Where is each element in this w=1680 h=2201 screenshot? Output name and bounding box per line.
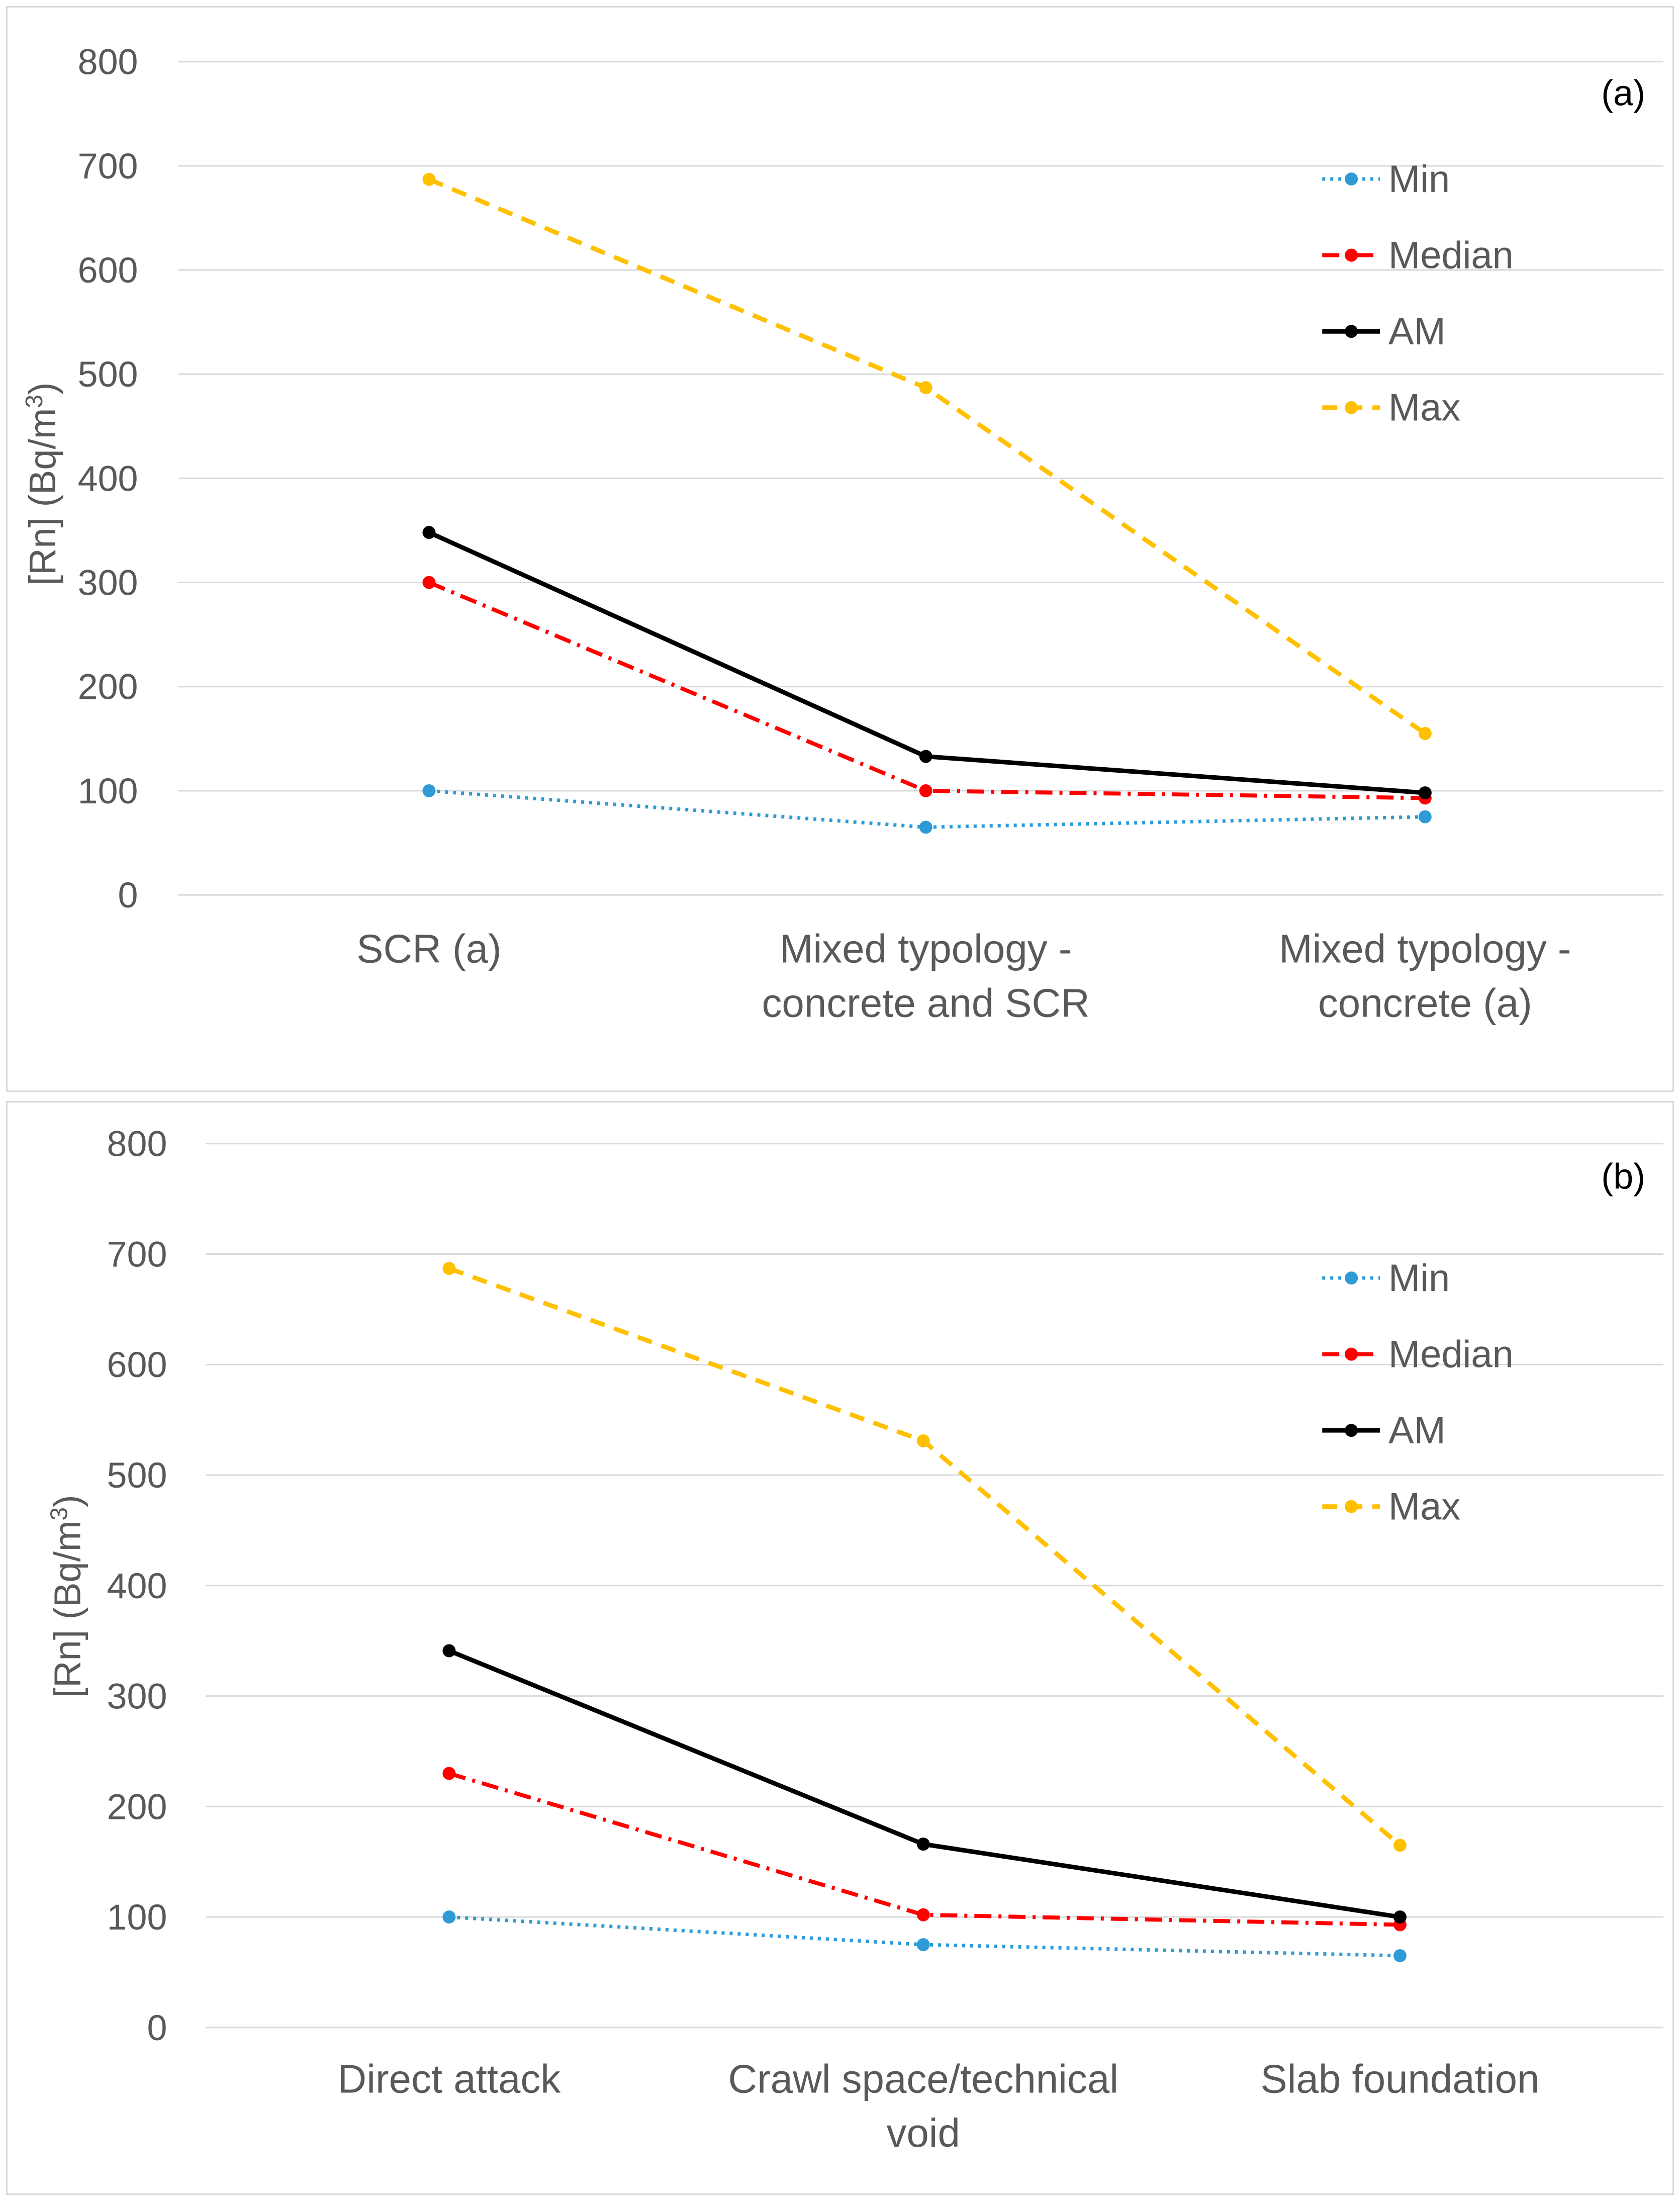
- data-point-min: [442, 1910, 456, 1924]
- legend-label-am: AM: [1388, 310, 1446, 353]
- y-tick-label: 100: [78, 771, 138, 811]
- data-point-max: [442, 1262, 456, 1275]
- y-tick-label: 700: [107, 1235, 167, 1275]
- series-line-median: [428, 580, 1425, 800]
- data-point-max: [1393, 1839, 1407, 1852]
- y-tick-label: 200: [78, 667, 138, 707]
- x-category-label: Mixed typology -concrete (a): [1279, 927, 1571, 1026]
- data-point-median: [442, 1767, 456, 1780]
- legend-marker-min: [1345, 172, 1358, 186]
- x-category-label: Slab foundation: [1261, 2057, 1540, 2101]
- data-point-min: [916, 1938, 930, 1952]
- data-point-am: [1418, 786, 1432, 800]
- y-axis-label: [Rn] (Bq/m3): [46, 1495, 88, 1698]
- data-point-am: [422, 526, 436, 539]
- x-category-label: Direct attack: [338, 2057, 562, 2101]
- chart-panel-b: 0 100 200 300 400 500 600 700 800 [Rn] (Bq/m3) Dir…: [6, 1101, 1674, 2195]
- data-point-max: [422, 172, 436, 186]
- legend-label-am: AM: [1388, 1409, 1446, 1452]
- y-tick-label: 600: [78, 250, 138, 291]
- y-axis-label: [Rn] (Bq/m3): [21, 382, 63, 585]
- series-line-max: [428, 177, 1427, 736]
- y-tick-label: 800: [107, 1124, 167, 1164]
- y-tick-label: 400: [78, 458, 138, 499]
- panel-label: (b): [1601, 1157, 1645, 1197]
- data-point-max: [919, 381, 932, 395]
- data-point-min: [1393, 1949, 1407, 1963]
- data-point-min: [422, 784, 436, 797]
- y-tick-label: 0: [147, 2008, 167, 2048]
- y-tick-label: 600: [107, 1345, 167, 1385]
- y-tick-label: 400: [107, 1566, 167, 1606]
- y-tick-label: 500: [107, 1455, 167, 1496]
- data-point-min: [1418, 810, 1432, 823]
- data-point-am: [1393, 1910, 1407, 1924]
- legend-label-max: Max: [1388, 387, 1460, 429]
- data-point-am: [442, 1644, 456, 1658]
- legend-marker-median: [1345, 1347, 1358, 1361]
- chart-a-svg: 0 100 200 300 400 500 600 700 800 [Rn] (Bq/m3) SCR…: [21, 42, 1664, 1026]
- legend-marker-am: [1345, 325, 1358, 338]
- y-tick-label: 800: [78, 42, 138, 82]
- y-tick-label: 200: [107, 1787, 167, 1827]
- data-point-min: [919, 820, 932, 834]
- legend-label-min: Min: [1388, 158, 1450, 201]
- legend-marker-max: [1345, 1500, 1358, 1513]
- y-tick-label: 0: [118, 875, 138, 915]
- legend-label-median: Median: [1388, 1333, 1514, 1376]
- x-category-label: SCR (a): [356, 927, 501, 971]
- data-point-max: [916, 1434, 930, 1447]
- legend-marker-median: [1345, 248, 1358, 262]
- y-tick-label: 300: [107, 1677, 167, 1717]
- legend-label-max: Max: [1388, 1486, 1460, 1528]
- series-line-max: [448, 1266, 1402, 1847]
- y-tick-label: 100: [107, 1897, 167, 1938]
- data-point-am: [919, 750, 932, 763]
- chart-panel-a: 0 100 200 300 400 500 600 700 800 [Rn] (Bq/m3) SCR…: [6, 6, 1674, 1092]
- legend-marker-min: [1345, 1271, 1358, 1285]
- data-point-median: [422, 576, 436, 589]
- data-point-median: [916, 1908, 930, 1921]
- series-line-am: [448, 1648, 1401, 1919]
- legend-marker-max: [1345, 401, 1358, 414]
- data-point-am: [916, 1838, 930, 1851]
- x-category-label: Mixed typology -concrete and SCR: [762, 927, 1090, 1026]
- y-tick-label: 300: [78, 563, 138, 603]
- data-point-max: [1418, 727, 1432, 740]
- legend-label-median: Median: [1388, 234, 1514, 277]
- y-tick-label: 700: [78, 146, 138, 187]
- legend-marker-am: [1345, 1424, 1358, 1437]
- y-tick-label: 500: [78, 354, 138, 395]
- legend-label-min: Min: [1388, 1257, 1450, 1300]
- chart-b-svg: 0 100 200 300 400 500 600 700 800 [Rn] (Bq/m3) Dir…: [46, 1124, 1664, 2156]
- panel-label: (a): [1601, 73, 1645, 113]
- data-point-median: [919, 784, 932, 797]
- x-category-label: Crawl space/technical void: [728, 2057, 1118, 2156]
